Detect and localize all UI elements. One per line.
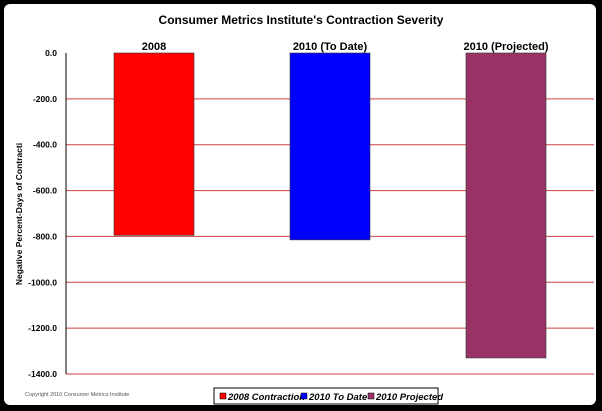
category-label: 2010 (To Date) <box>293 41 368 53</box>
y-tick-label: -400.0 <box>33 140 57 150</box>
bar <box>465 52 547 359</box>
legend-label: 2008 Contraction <box>227 392 305 403</box>
category-labels: 2008 2010 (To Date) 2010 (Projected) <box>142 41 549 53</box>
bar <box>289 52 371 241</box>
y-tick-label: -1000.0 <box>28 277 57 287</box>
y-tick-label: 0.0 <box>45 48 57 58</box>
legend: 2008 Contraction 2010 To Date 2010 Project… <box>213 387 443 405</box>
bar <box>113 52 195 236</box>
chart-title: Consumer Metrics Institute's Contraction… <box>159 13 444 27</box>
y-tick-label: -200.0 <box>33 94 57 104</box>
copyright-text: Copyright 2010 Consumer Metrics Institut… <box>25 392 129 398</box>
y-tick-label: -1200.0 <box>28 323 57 333</box>
bars <box>113 52 547 359</box>
category-label: 2010 (Projected) <box>464 41 549 53</box>
legend-label: 2010 To Date <box>308 392 368 403</box>
y-tick-label: -800.0 <box>33 231 57 241</box>
y-tick-label: -600.0 <box>33 186 57 196</box>
legend-swatch <box>300 392 308 400</box>
legend-swatch <box>219 392 227 400</box>
legend-swatch <box>367 392 375 400</box>
y-axis-label: Negative Percent-Days of Contracti <box>14 143 24 285</box>
y-tick-label: -1400.0 <box>28 369 57 379</box>
legend-box <box>213 387 439 405</box>
legend-label: 2010 Projected <box>375 392 443 403</box>
category-label: 2008 <box>142 41 166 53</box>
y-tick-labels: 0.0 -200.0 -400.0 -600.0 -800.0 -1000.0 -1200.… <box>28 48 57 379</box>
